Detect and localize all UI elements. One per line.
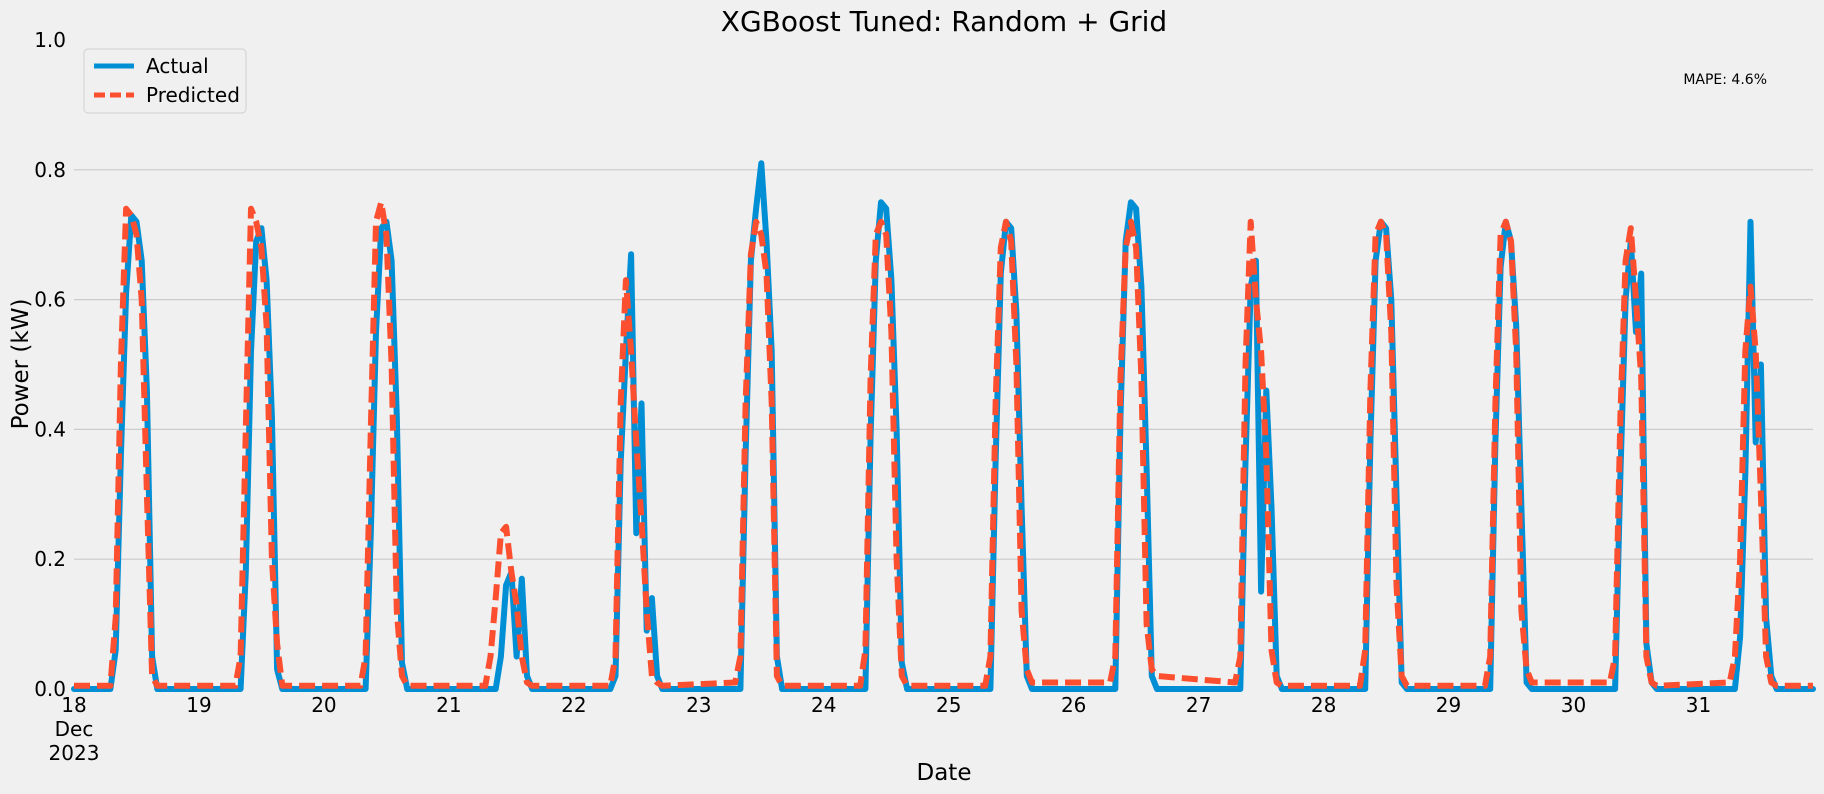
y-tick-label: 0.4 <box>34 417 66 441</box>
legend-label-actual: Actual <box>146 54 209 78</box>
y-tick-label: 0.6 <box>34 288 66 312</box>
y-tick-label: 0.2 <box>34 547 66 571</box>
y-axis-label: Power (kW) <box>8 299 34 430</box>
x-axis-label: Date <box>917 760 972 786</box>
x-tick-label: 28 <box>1311 693 1336 717</box>
x-tick-label: 21 <box>436 693 461 717</box>
x-tick-label: 18 <box>61 693 86 717</box>
chart-title: XGBoost Tuned: Random + Grid <box>721 5 1167 38</box>
x-tick-label: 19 <box>186 693 211 717</box>
y-tick-label: 0.8 <box>34 158 66 182</box>
series-line-predicted <box>74 199 1813 689</box>
x-tick-label: 26 <box>1061 693 1086 717</box>
y-tick-labels: 0.0 0.2 0.4 0.6 0.8 1.0 <box>34 28 66 701</box>
x-tick-label: 25 <box>936 693 961 717</box>
y-tick-label: 0.0 <box>34 677 66 701</box>
legend-label-predicted: Predicted <box>146 83 240 107</box>
x-tick-label: 24 <box>811 693 836 717</box>
x-tick-label: 23 <box>686 693 711 717</box>
x-tick-label: 31 <box>1686 693 1711 717</box>
x-tick-label: 20 <box>311 693 336 717</box>
y-tick-label: 1.0 <box>34 28 66 52</box>
legend: Actual Predicted <box>83 48 247 114</box>
x-tick-label: 30 <box>1561 693 1586 717</box>
x-tick-label: 29 <box>1436 693 1461 717</box>
mape-annotation: MAPE: 4.6% <box>1683 72 1767 88</box>
x-tick-label: 22 <box>561 693 586 717</box>
x-tick-label: 27 <box>1186 693 1211 717</box>
x-tick-sublabel: 2023 <box>49 741 100 765</box>
x-tick-sublabel: Dec <box>55 717 94 741</box>
series-lines <box>71 160 1816 692</box>
